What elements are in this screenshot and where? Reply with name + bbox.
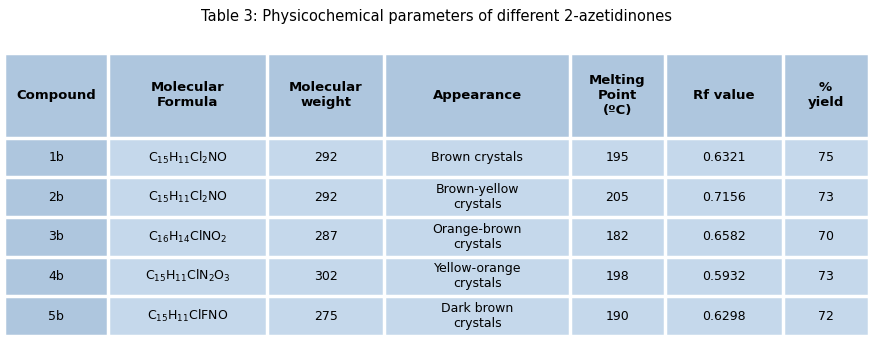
Text: Rf value: Rf value (693, 89, 754, 102)
Bar (4, 177, 108, 217)
Text: 195: 195 (606, 151, 629, 164)
Text: 1b: 1b (49, 151, 65, 164)
Text: 0.6298: 0.6298 (702, 310, 746, 323)
Bar (4, 217, 108, 257)
Bar (4, 257, 108, 296)
Text: 275: 275 (313, 310, 338, 323)
Bar (4, 257, 869, 296)
Text: Brown crystals: Brown crystals (431, 151, 523, 164)
Text: Molecular
weight: Molecular weight (289, 81, 362, 109)
Text: %
yield: % yield (808, 81, 844, 109)
Bar (4, 296, 108, 336)
Bar (4, 138, 869, 177)
Text: 205: 205 (606, 191, 629, 204)
Text: 0.7156: 0.7156 (702, 191, 746, 204)
Text: Melting
Point
(ºC): Melting Point (ºC) (589, 74, 646, 117)
Text: 73: 73 (818, 191, 834, 204)
Text: 292: 292 (313, 151, 338, 164)
Text: Brown-yellow
crystals: Brown-yellow crystals (436, 183, 519, 211)
Text: 182: 182 (606, 230, 629, 243)
Text: 302: 302 (313, 270, 338, 283)
Text: 0.6321: 0.6321 (702, 151, 746, 164)
Bar (4, 53, 869, 138)
Text: C$_{16}$H$_{14}$ClNO$_2$: C$_{16}$H$_{14}$ClNO$_2$ (148, 229, 227, 245)
Text: 3b: 3b (49, 230, 65, 243)
Bar (4, 217, 869, 257)
Text: Compound: Compound (17, 89, 96, 102)
Text: 70: 70 (818, 230, 834, 243)
Text: C$_{15}$H$_{11}$ClFNO: C$_{15}$H$_{11}$ClFNO (147, 308, 228, 324)
Text: 292: 292 (313, 191, 338, 204)
Text: 5b: 5b (49, 310, 65, 323)
Text: C$_{15}$H$_{11}$Cl$_2$NO: C$_{15}$H$_{11}$Cl$_2$NO (148, 149, 228, 166)
Text: C$_{15}$H$_{11}$Cl$_2$NO: C$_{15}$H$_{11}$Cl$_2$NO (148, 189, 228, 205)
Text: 73: 73 (818, 270, 834, 283)
Text: C$_{15}$H$_{11}$ClN$_2$O$_3$: C$_{15}$H$_{11}$ClN$_2$O$_3$ (145, 268, 230, 284)
Text: 287: 287 (313, 230, 338, 243)
Text: 190: 190 (606, 310, 629, 323)
Text: Molecular
Formula: Molecular Formula (151, 81, 224, 109)
Text: Appearance: Appearance (433, 89, 522, 102)
Text: Table 3: Physicochemical parameters of different 2-azetidinones: Table 3: Physicochemical parameters of d… (201, 9, 672, 24)
Text: 72: 72 (818, 310, 834, 323)
Text: Yellow-orange
crystals: Yellow-orange crystals (434, 263, 521, 291)
Text: Orange-brown
crystals: Orange-brown crystals (432, 223, 522, 251)
Text: Dark brown
crystals: Dark brown crystals (441, 302, 513, 330)
Bar (4, 138, 108, 177)
Text: 198: 198 (606, 270, 629, 283)
Text: 0.5932: 0.5932 (702, 270, 746, 283)
Text: 0.6582: 0.6582 (702, 230, 746, 243)
Text: 4b: 4b (49, 270, 65, 283)
Bar (4, 177, 869, 217)
Bar (4, 296, 869, 336)
Text: 2b: 2b (49, 191, 65, 204)
Text: 75: 75 (818, 151, 834, 164)
